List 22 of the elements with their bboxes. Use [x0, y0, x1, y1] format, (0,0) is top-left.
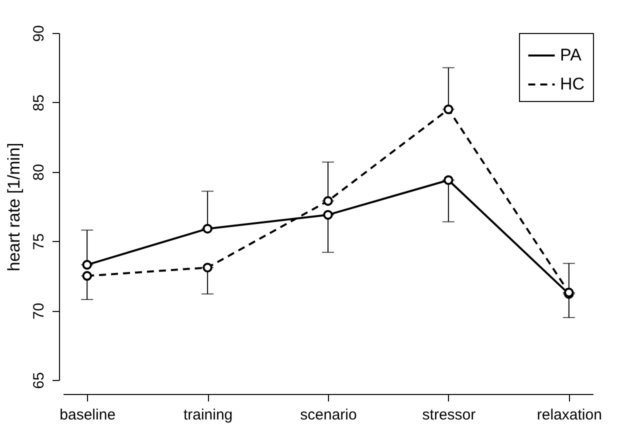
y-axis-title: heart rate [1/min]	[4, 142, 24, 272]
y-tick-label: 75	[30, 233, 48, 250]
point	[444, 104, 454, 114]
y-tick-label: 85	[30, 94, 48, 112]
point	[323, 210, 333, 220]
y-tick-label: 80	[30, 164, 48, 181]
point	[82, 271, 92, 281]
x-tick-label: stressor	[422, 406, 476, 424]
y-tick-label: 65	[30, 372, 48, 389]
y-tick-label: 70	[30, 302, 48, 320]
x-tick-label: baseline	[60, 406, 116, 424]
legend-label: HC	[560, 74, 585, 94]
point	[323, 196, 333, 206]
point	[444, 175, 454, 185]
legend-label: PA	[560, 46, 582, 64]
x-tick-label: scenario	[300, 406, 357, 424]
point	[202, 262, 212, 272]
point	[202, 224, 212, 234]
x-tick-label: training	[183, 406, 233, 424]
y-tick-label: 90	[30, 25, 48, 42]
point	[82, 260, 92, 270]
x-tick-label: relaxation	[536, 406, 602, 424]
